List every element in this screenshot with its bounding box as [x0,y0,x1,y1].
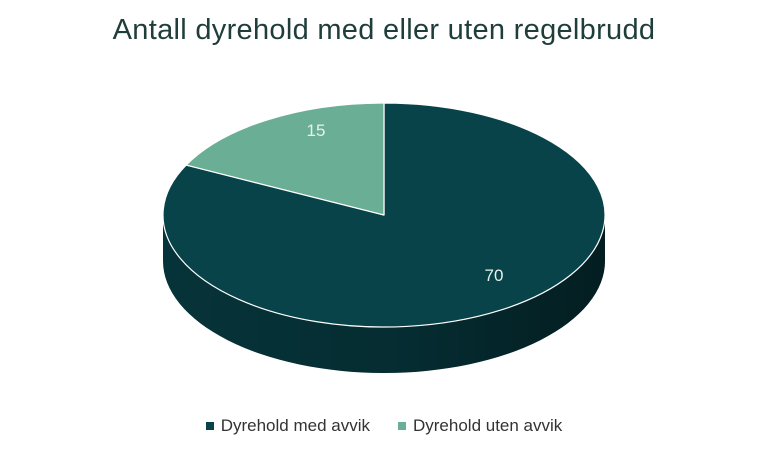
legend: Dyrehold med avvik Dyrehold uten avvik [0,416,768,436]
data-label-1: 15 [307,121,326,140]
pie-slice-1 [185,102,385,216]
legend-label-med-avvik: Dyrehold med avvik [220,416,370,435]
pie-side-shade-0 [163,215,605,373]
legend-swatch-uten-avvik [397,422,406,430]
chart-title: Antall dyrehold med eller uten regelbrud… [112,14,656,46]
data-label-0: 70 [485,266,504,285]
legend-item-med-avvik: Dyrehold med avvik [205,416,370,436]
legend-item-uten-avvik: Dyrehold uten avvik [397,416,563,436]
legend-swatch-med-avvik [205,422,214,430]
legend-label-uten-avvik: Dyrehold uten avvik [412,416,563,435]
